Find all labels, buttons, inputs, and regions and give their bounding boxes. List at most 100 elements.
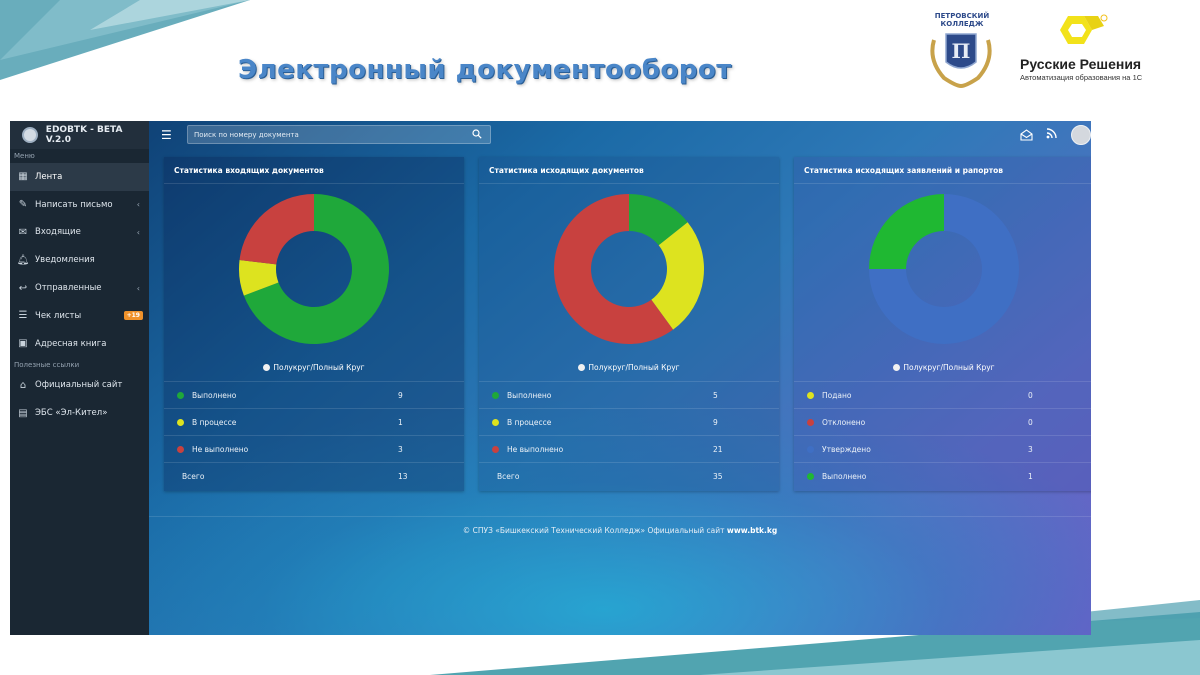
- legend-value: 0: [1028, 390, 1033, 400]
- legend-row-rejected: Отклонено 0: [794, 408, 1091, 435]
- outgoing-donut-chart: [554, 194, 704, 344]
- sidebar: EDOBTK - BETA V.2.0 Меню ▦ Лента ✎ Напис…: [10, 121, 149, 635]
- decorative-corner-shape: [0, 0, 250, 80]
- pie-chart-icon: [263, 364, 271, 371]
- sidebar-item-sent[interactable]: ↩ Отправленные ‹: [10, 274, 149, 302]
- partner-logo: [1060, 14, 1108, 44]
- search-input[interactable]: [188, 126, 468, 143]
- status-dot-icon: [807, 472, 814, 480]
- sidebar-item-label: ЭБС «Эл-Кител»: [35, 408, 108, 419]
- donut-slice-3[interactable]: [554, 194, 674, 344]
- card-title: Статистика исходящих документов: [489, 166, 644, 175]
- applications-donut-chart: [869, 194, 1019, 344]
- mail-open-icon[interactable]: [1020, 129, 1033, 141]
- college-name: ПЕТРОВСКИЙ КОЛЛЕДЖ: [934, 12, 990, 28]
- sidebar-link-library[interactable]: ▤ ЭБС «Эл-Кител»: [10, 399, 149, 427]
- sidebar-item-feed[interactable]: ▦ Лента: [10, 163, 149, 191]
- status-dot-icon: [177, 391, 184, 399]
- sidebar-item-label: Уведомления: [35, 255, 95, 266]
- legend-row-total: Всего 13: [164, 462, 464, 489]
- incoming-donut-chart: [239, 194, 389, 344]
- chart-mode-toggle[interactable]: Полукруг/Полный Круг: [479, 363, 779, 372]
- rss-icon[interactable]: [1046, 128, 1057, 139]
- donut-slice-3[interactable]: [869, 194, 1019, 344]
- legend-value: 9: [398, 390, 403, 400]
- card-title: Статистика исходящих заявлений и рапорто…: [804, 166, 1003, 175]
- address-book-icon: ▣: [18, 338, 28, 350]
- legend-row-not-done: Не выполнено 21: [479, 435, 779, 462]
- donut-slice-3[interactable]: [239, 194, 314, 265]
- chart-mode-toggle[interactable]: Полукруг/Полный Круг: [794, 363, 1091, 372]
- legend-value: 3: [1028, 444, 1033, 454]
- legend-value: 0: [1028, 417, 1033, 427]
- chart-mode-toggle[interactable]: Полукруг/Полный Круг: [164, 363, 464, 372]
- book-icon: ▤: [18, 407, 28, 419]
- chevron-left-icon: ‹: [136, 227, 140, 237]
- status-dot-icon: [807, 418, 814, 426]
- sidebar-item-checklists[interactable]: ☰ Чек листы +19: [10, 302, 149, 330]
- status-dot-icon: [177, 418, 184, 426]
- status-dot-icon: [492, 391, 499, 399]
- partner-name: Русские Решения: [1020, 56, 1142, 72]
- sidebar-item-address-book[interactable]: ▣ Адресная книга: [10, 330, 149, 358]
- sidebar-item-compose[interactable]: ✎ Написать письмо ‹: [10, 191, 149, 219]
- footer-site-link[interactable]: www.btk.kg: [726, 526, 778, 535]
- reply-icon: ↩: [18, 282, 28, 294]
- donut-slice-2[interactable]: [651, 222, 704, 330]
- outgoing-stats-card: Статистика исходящих документов Полукруг…: [479, 157, 779, 491]
- legend-row-submitted: Подано 0: [794, 381, 1091, 408]
- search-box: [187, 125, 491, 144]
- status-dot-icon: [492, 418, 499, 426]
- bell-icon: 🔔︎: [16, 254, 30, 266]
- donut-slice-2[interactable]: [239, 259, 279, 296]
- applications-stats-card: Статистика исходящих заявлений и рапорто…: [794, 157, 1091, 491]
- user-avatar[interactable]: [1071, 125, 1091, 145]
- legend-value: 9: [713, 417, 718, 427]
- legend-value: 1: [1028, 471, 1033, 481]
- menu-caption: Меню: [14, 152, 35, 160]
- svg-text:П: П: [952, 39, 971, 63]
- legend-row-not-done: Не выполнено 3: [164, 435, 464, 462]
- legend-row-done: Выполнено 5: [479, 381, 779, 408]
- legend-row-approved: Утверждено 3: [794, 435, 1091, 462]
- sidebar-item-label: Лента: [35, 171, 63, 182]
- sidebar-item-label: Адресная книга: [35, 338, 107, 349]
- sidebar-item-label: Официальный сайт: [35, 380, 123, 391]
- legend-value: 1: [398, 417, 403, 427]
- legend-value: 13: [398, 471, 408, 481]
- search-icon[interactable]: [472, 129, 482, 139]
- toggle-label: Полукруг/Полный Круг: [903, 363, 995, 372]
- sidebar-item-notifications[interactable]: 🔔︎ Уведомления: [10, 246, 149, 274]
- legend-value: 35: [713, 471, 723, 481]
- envelope-icon: ✉: [18, 226, 28, 238]
- status-dot-icon: [492, 445, 499, 453]
- bank-icon: ⌂: [19, 379, 27, 391]
- donut-slice-4[interactable]: [869, 194, 944, 269]
- donut-slice-1[interactable]: [243, 194, 389, 344]
- legend-value: 5: [713, 390, 718, 400]
- legend-row-total: Всего 35: [479, 462, 779, 489]
- incoming-stats-card: Статистика входящих документов Полукруг/…: [164, 157, 464, 491]
- sidebar-item-inbox[interactable]: ✉ Входящие ‹: [10, 219, 149, 247]
- sidebar-header: EDOBTK - BETA V.2.0: [10, 121, 149, 149]
- dashboard-icon: ▦: [18, 171, 28, 183]
- slide-title: Электронный документооборот: [238, 55, 732, 85]
- brand-name[interactable]: EDOBTK - BETA V.2.0: [45, 125, 123, 145]
- app-window: EDOBTK - BETA V.2.0 Меню ▦ Лента ✎ Напис…: [10, 121, 1091, 635]
- sidebar-item-label: Чек листы: [35, 310, 82, 321]
- app-footer: © СПУЗ «Бишкекский Технический Колледж» …: [149, 516, 1091, 535]
- checklist-count-badge: +19: [123, 311, 143, 321]
- hamburger-menu-icon[interactable]: ☰: [161, 128, 172, 142]
- sidebar-link-official-site[interactable]: ⌂ Официальный сайт: [10, 372, 149, 400]
- pie-chart-icon: [893, 364, 901, 371]
- legend-value: 3: [398, 444, 403, 454]
- legend-row-done: Выполнено 9: [164, 381, 464, 408]
- legend-row-in-progress: В процессе 9: [479, 408, 779, 435]
- sidebar-item-label: Написать письмо: [35, 199, 113, 210]
- status-dot-icon: [807, 445, 814, 453]
- brand-logo-icon[interactable]: [22, 127, 38, 143]
- legend-row-done: Выполнено 1: [794, 462, 1091, 489]
- pie-chart-icon: [578, 364, 586, 371]
- donut-slice-1[interactable]: [629, 194, 688, 246]
- status-dot-icon: [807, 391, 814, 399]
